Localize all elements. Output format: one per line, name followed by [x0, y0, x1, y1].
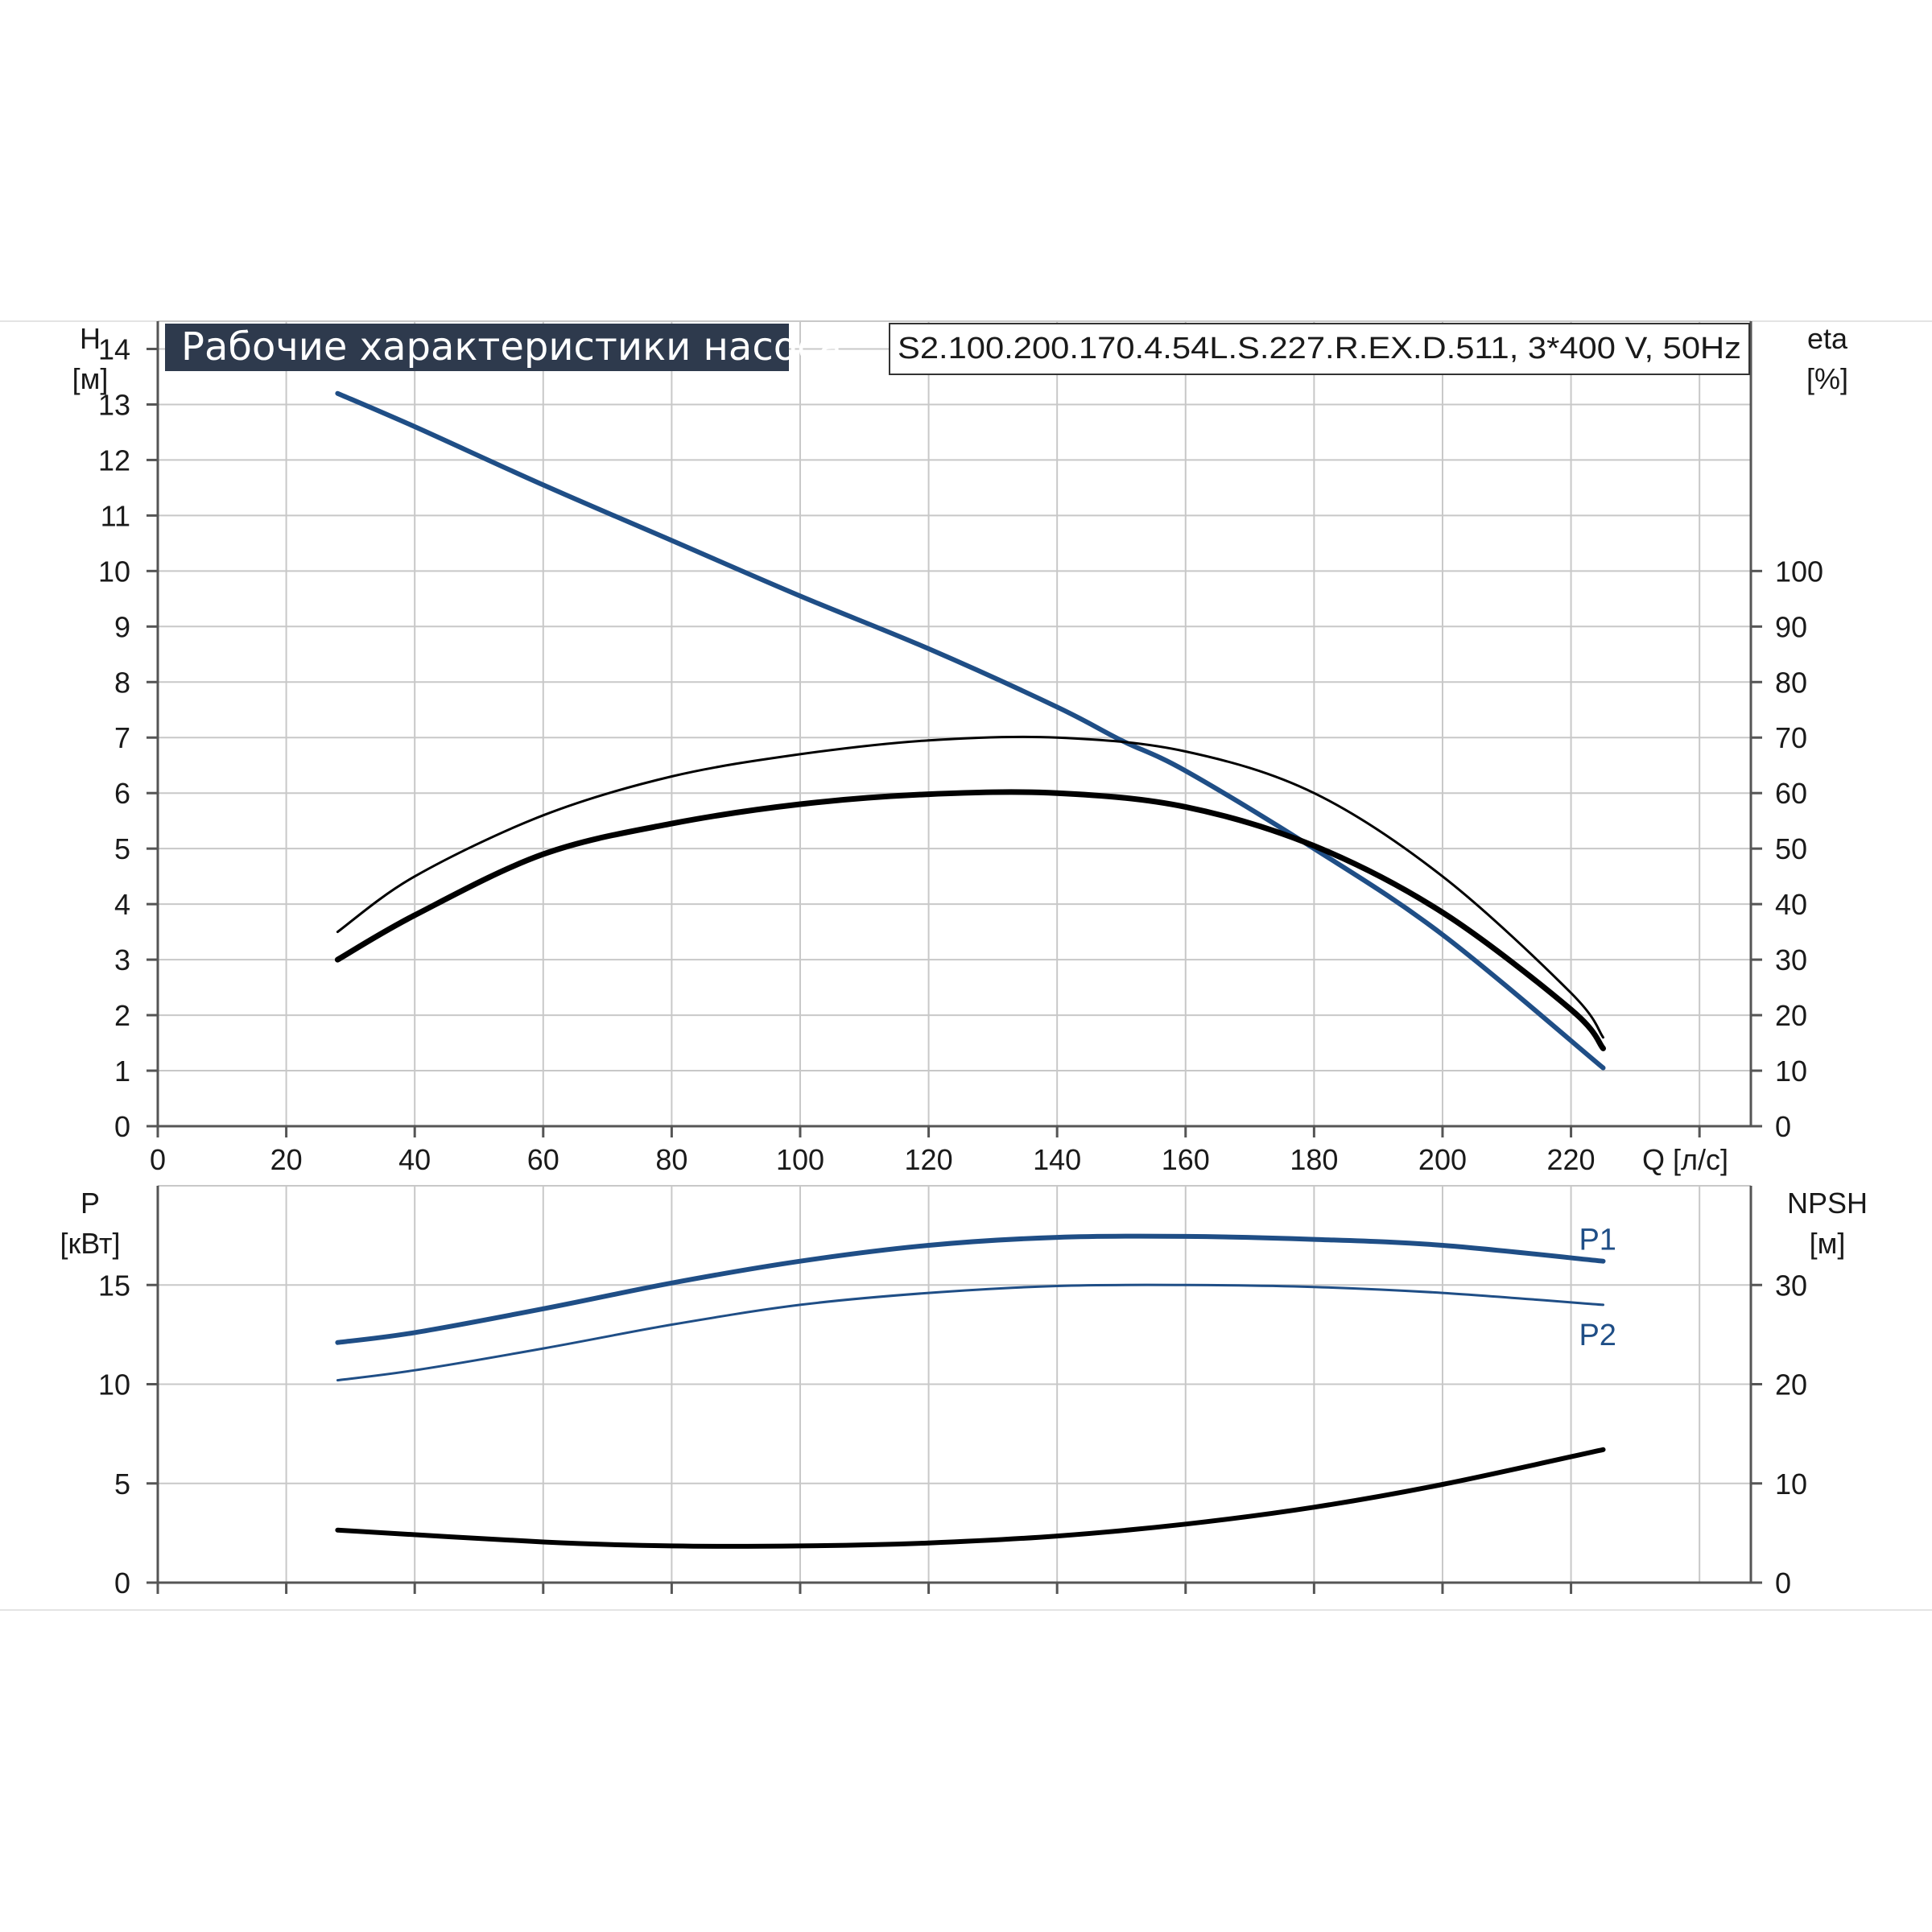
y-tick-label-left: 2	[114, 999, 130, 1032]
series-line-head-efficiency-2	[334, 789, 1606, 1051]
y-tick-label-left: 5	[114, 1468, 130, 1501]
x-tick-label: 120	[905, 1143, 953, 1176]
head-efficiency-panel: 0123456789101112131401020304050607080901…	[72, 320, 1848, 1176]
y-tick-label-left: 0	[114, 1110, 130, 1143]
chart-title-box: Рабочие характеристики насоса	[165, 324, 842, 371]
x-tick-label: 80	[655, 1143, 687, 1176]
series-label-p2: P2	[1579, 1319, 1616, 1352]
y-tick-label-right: 0	[1775, 1110, 1791, 1143]
y-tick-label-right: 80	[1775, 666, 1807, 699]
y-tick-label-right: 10	[1775, 1468, 1807, 1501]
x-axis-label: Q [л/с]	[1642, 1143, 1728, 1176]
y-tick-label-right: 10	[1775, 1055, 1807, 1088]
y-tick-label-right: 0	[1775, 1567, 1791, 1600]
series-line-power-npsh-2	[335, 1447, 1606, 1549]
x-tick-label: 60	[527, 1143, 559, 1176]
model-background	[889, 323, 1750, 375]
y-tick-label-left: 5	[114, 832, 130, 865]
x-tick-label: 220	[1547, 1143, 1596, 1176]
model-label: S2.100.200.170.4.54L.S.227.R.EX.D.511, 3…	[898, 332, 1741, 365]
y-tick-label-right: 20	[1775, 999, 1807, 1032]
y-tick-label-right: 100	[1775, 555, 1823, 588]
y-tick-label-right: 90	[1775, 610, 1807, 643]
x-tick-label: 180	[1290, 1143, 1338, 1176]
y-axis-label-left: [кВт]	[60, 1227, 120, 1260]
y-axis-label-right: eta	[1807, 322, 1848, 355]
y-tick-label-right: 20	[1775, 1368, 1807, 1402]
x-tick-label: 20	[270, 1143, 303, 1176]
series-line-p1	[335, 1233, 1606, 1345]
y-tick-label-right: 30	[1775, 943, 1807, 976]
y-tick-label-left: 13	[98, 388, 130, 421]
y-tick-label-left: 14	[98, 332, 130, 365]
y-axis-label-left: P	[80, 1187, 100, 1220]
y-tick-label-left: 10	[98, 555, 130, 588]
y-tick-label-right: 40	[1775, 888, 1807, 921]
power-npsh-panel: 0 5 10 15 0 10 20 30 P [кВт] NPSH [м] P1 P2	[60, 1185, 1868, 1600]
y-tick-label-left: 0	[114, 1567, 130, 1600]
y-tick-label-left: 6	[114, 777, 130, 810]
y-tick-label-right: 60	[1775, 777, 1807, 810]
y-axis-label-left: H	[80, 322, 101, 355]
y-axis-label-right: NPSH	[1787, 1187, 1868, 1220]
series-line-head-efficiency-1	[336, 735, 1604, 1039]
y-tick-label-left: 4	[114, 888, 130, 921]
y-axis-label-right: [м]	[1810, 1227, 1846, 1260]
x-tick-label: 100	[776, 1143, 824, 1176]
y-tick-label-left: 8	[114, 666, 130, 699]
y-tick-label-right: 30	[1775, 1269, 1807, 1302]
y-tick-label-left: 10	[98, 1368, 130, 1402]
series-line-head-efficiency-0	[335, 390, 1606, 1071]
x-tick-label: 200	[1418, 1143, 1467, 1176]
y-axis-label-right: [%]	[1806, 362, 1848, 395]
y-tick-label-left: 9	[114, 610, 130, 643]
x-tick-label: 140	[1033, 1143, 1081, 1176]
model-box: S2.100.200.170.4.54L.S.227.R.EX.D.511, 3…	[889, 323, 1750, 375]
x-tick-label: 160	[1162, 1143, 1210, 1176]
series-label-p1: P1	[1579, 1224, 1616, 1257]
y-tick-label-left: 1	[114, 1055, 130, 1088]
title-background	[165, 324, 789, 371]
x-tick-label: 0	[150, 1143, 166, 1176]
y-tick-label-right: 70	[1775, 721, 1807, 754]
y-axis-label-left: [м]	[72, 362, 109, 395]
x-tick-label: 40	[398, 1143, 431, 1176]
series-line-p2	[336, 1283, 1604, 1382]
y-tick-label-right: 50	[1775, 832, 1807, 865]
y-tick-label-left: 3	[114, 943, 130, 976]
y-tick-label-left: 7	[114, 721, 130, 754]
y-tick-label-left: 11	[101, 499, 130, 532]
y-tick-label-left: 12	[98, 444, 130, 477]
chart-title: Рабочие характеристики насоса	[181, 324, 842, 369]
y-tick-label-left: 15	[98, 1269, 130, 1302]
